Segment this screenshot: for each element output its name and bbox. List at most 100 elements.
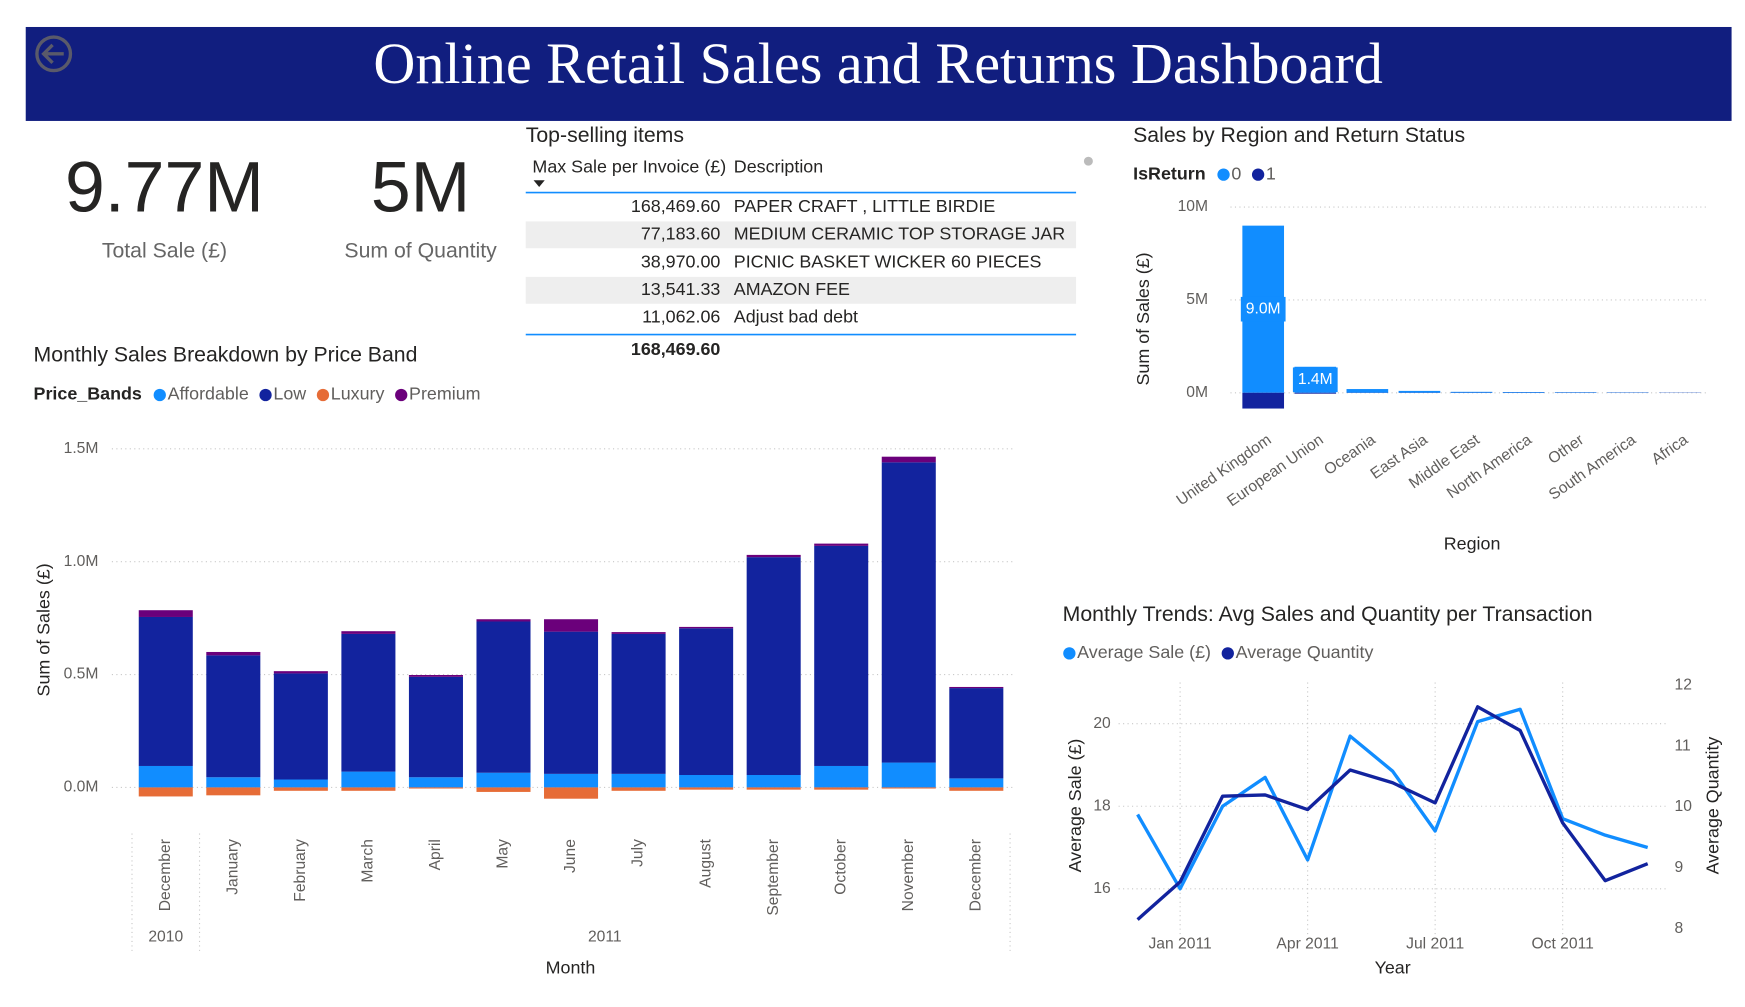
chart-title: Monthly Sales Breakdown by Price Band — [34, 342, 418, 366]
legend-marker — [1251, 168, 1265, 181]
header-bar — [25, 26, 1732, 121]
x-tick-label: July — [630, 839, 647, 867]
row-shade — [525, 221, 1077, 249]
x-tick-label: March — [360, 839, 377, 883]
bar — [408, 787, 463, 789]
bar — [746, 787, 801, 790]
bar — [1398, 390, 1441, 393]
x-tick-label: Oct 2011 — [1531, 935, 1593, 952]
cell: 11,062.06 — [642, 307, 720, 327]
sort-icon[interactable] — [533, 180, 545, 187]
table: Top-selling items Max Sale per Invoice (… — [526, 123, 1093, 359]
bar — [814, 787, 869, 790]
kpi-value: 5M — [371, 147, 470, 227]
x-tick-label: April — [427, 839, 444, 870]
legend-marker — [1063, 647, 1076, 660]
bar — [611, 787, 666, 791]
bar — [206, 787, 261, 796]
bar — [746, 557, 801, 776]
y-axis-title: Sum of Sales (£) — [1133, 252, 1153, 385]
x-group-label: 2010 — [148, 929, 183, 946]
scrollbar[interactable] — [1083, 156, 1093, 166]
y-tick-label: 0.5M — [64, 666, 99, 683]
legend-marker — [316, 388, 330, 402]
bar — [206, 777, 261, 788]
data-label: 1.4M — [1298, 371, 1333, 388]
bar — [679, 775, 734, 788]
bar — [476, 772, 531, 788]
y2-tick-label: 9 — [1675, 859, 1684, 876]
x-axis-title: Month — [546, 958, 596, 978]
y2-axis-title: Average Quantity — [1702, 737, 1722, 875]
bar — [881, 787, 936, 789]
data-label-bg — [1240, 296, 1286, 322]
bar — [1450, 391, 1493, 393]
bar — [949, 778, 1004, 788]
bar — [746, 554, 801, 558]
legend-marker — [259, 388, 272, 402]
bar — [949, 688, 1004, 779]
line — [1136, 705, 1649, 921]
bar — [206, 651, 261, 656]
y2-tick-label: 10 — [1675, 798, 1693, 815]
cell: PICNIC BASKET WICKER 60 PIECES — [734, 251, 1042, 271]
y-tick-label: 5M — [1186, 291, 1208, 308]
y-tick-label: 1.5M — [64, 440, 99, 457]
y2-tick-label: 8 — [1675, 920, 1684, 937]
y-tick-label: 18 — [1093, 797, 1111, 814]
bar — [544, 631, 599, 774]
bar — [1502, 392, 1545, 393]
y-tick-label: 1.0M — [64, 553, 99, 570]
kpi-value: 9.77M — [65, 147, 264, 227]
bar — [273, 673, 328, 780]
bar — [949, 787, 1004, 791]
legend-label: Premium — [409, 384, 481, 404]
cell: Adjust bad debt — [734, 307, 858, 327]
bar — [881, 762, 936, 788]
cell: PAPER CRAFT , LITTLE BIRDIE — [734, 196, 996, 216]
bar — [408, 777, 463, 788]
legend-label: Affordable — [168, 384, 249, 404]
x-tick-label: Jul 2011 — [1406, 935, 1464, 952]
bar — [273, 787, 328, 791]
cell: 13,541.33 — [641, 279, 721, 299]
bar — [949, 686, 1004, 689]
bar — [746, 775, 801, 788]
legend-marker — [153, 388, 166, 402]
x-tick-label: November — [900, 839, 917, 911]
bar — [679, 787, 734, 790]
y-tick-label: 20 — [1093, 715, 1111, 732]
bar — [138, 765, 193, 788]
x-tick-label: June — [562, 839, 579, 873]
bar — [814, 545, 869, 766]
bar — [814, 765, 869, 788]
x-tick-label: Africa — [1649, 431, 1692, 468]
bar — [273, 671, 328, 674]
legend-marker — [395, 388, 408, 402]
cell: 168,469.60 — [631, 196, 721, 216]
legend-label: Luxury — [331, 384, 385, 404]
bar — [138, 610, 193, 617]
bar — [341, 787, 396, 791]
column-header[interactable]: Description — [734, 157, 823, 177]
bar — [544, 787, 599, 799]
line — [1136, 707, 1649, 891]
y-tick-label: 0.0M — [64, 779, 99, 796]
column-header[interactable]: Max Sale per Invoice (£) — [532, 157, 726, 177]
legend-title: Price_Bands — [34, 384, 142, 404]
bar — [408, 676, 463, 778]
cell: 77,183.60 — [641, 224, 721, 244]
dashboard-title: Online Retail Sales and Returns Dashboar… — [373, 31, 1382, 96]
legend-title: IsReturn — [1133, 163, 1206, 183]
back-button[interactable] — [35, 35, 73, 73]
x-tick-label: January — [224, 839, 241, 895]
bar — [138, 787, 193, 797]
bar — [544, 773, 599, 788]
legend-marker — [1217, 168, 1230, 181]
data-label-bg — [1292, 367, 1338, 393]
bar — [611, 632, 666, 634]
y2-tick-label: 11 — [1675, 737, 1691, 754]
x-tick-label: December — [967, 839, 984, 911]
